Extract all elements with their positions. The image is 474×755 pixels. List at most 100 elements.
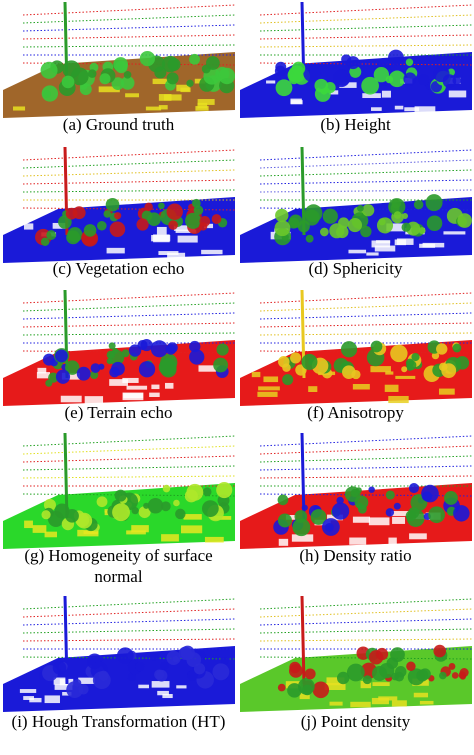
power-line [259,455,472,463]
tree [105,197,120,212]
tree [162,484,171,493]
tree [189,349,205,365]
roof-patch [53,677,68,685]
point-cloud-image [3,2,235,118]
tree [165,344,177,355]
power-line [22,628,235,634]
roof-patch [374,245,396,252]
tree [401,366,408,373]
roof-patch [258,386,280,391]
tree [362,675,372,685]
roof-patch [158,105,168,110]
tree [439,671,447,680]
tree [290,352,302,364]
roof-patch [197,99,215,105]
tree [40,237,50,247]
power-line [259,179,472,185]
roof-patch [370,366,391,373]
tree [275,208,289,223]
tree [187,670,198,681]
point-cloud-image [3,596,235,712]
power-line [22,159,235,169]
tree [303,64,321,83]
roof-patch [180,87,191,93]
tree [433,65,450,83]
tree [180,645,195,661]
tree [99,73,111,85]
tree [297,220,310,233]
caption: (j) Point density [300,712,411,731]
roof-patch [126,385,148,390]
roof-patch [299,692,310,700]
roof-patch [32,525,47,533]
tree [411,352,420,362]
tree [322,208,338,224]
tree [433,644,447,658]
point-cloud-image [240,290,472,406]
tree [120,76,135,90]
roof-patch [44,531,58,538]
roof-patch [366,252,379,256]
tree [47,510,64,527]
roof-patch [84,396,104,404]
tree [158,359,175,376]
tree [83,224,97,237]
roof-patch [362,93,381,99]
tree [172,655,179,663]
tower [63,596,69,685]
tree [139,50,156,67]
tree [136,218,149,231]
tree [166,72,179,85]
tree [40,61,58,79]
roof-patch [290,98,302,104]
tree [402,212,409,219]
power-line [259,4,472,16]
tree [361,76,379,95]
point-cloud-image [3,147,235,263]
roof-patch [371,240,391,248]
tree [452,343,462,353]
tree [368,486,375,493]
tree [173,499,180,507]
tree [441,363,448,370]
tree [76,366,91,381]
tree [78,684,89,695]
roof-patch [291,534,314,542]
roof-patch [145,106,162,111]
tree [357,204,364,212]
roof-patch [13,106,26,111]
power-line [259,445,472,455]
power-line [22,312,235,320]
tree [168,220,178,230]
tree [111,77,125,90]
tree [436,343,448,355]
power-line [259,628,472,634]
tree [216,343,229,356]
tree [121,349,130,358]
tree [70,67,89,86]
point-cloud-image [3,433,235,549]
point-cloud-image [240,147,472,263]
tree [189,53,200,65]
tree [275,79,293,97]
roof-patch [326,677,345,686]
roof-patch [394,105,404,110]
power-line [259,493,472,497]
power-line [22,598,235,610]
tree [218,67,235,85]
tree [370,340,383,353]
power-line [22,189,235,193]
roof-patch [251,371,261,378]
tree [282,374,294,386]
roof-patch [201,249,223,255]
tree [144,202,153,212]
power-line [259,618,472,626]
roof-patch [153,234,170,243]
power-line [22,638,235,642]
power-line [22,34,235,40]
roof-patch [349,537,367,545]
roof-patch [388,395,409,404]
tree [48,372,59,383]
tree [292,518,311,537]
tree [66,681,84,699]
